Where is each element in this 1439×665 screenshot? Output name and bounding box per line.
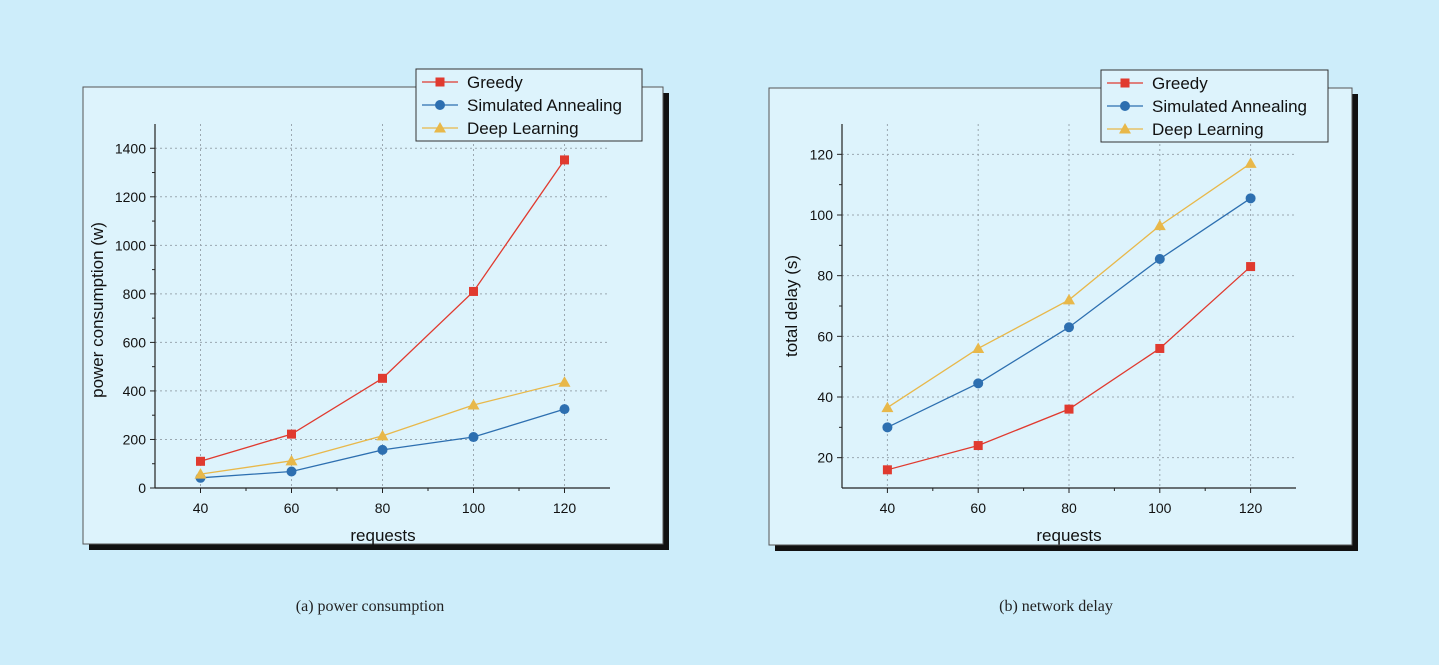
data-point xyxy=(467,399,480,410)
chart-frame xyxy=(768,87,1353,546)
x-tick-label: 100 xyxy=(1148,500,1172,516)
data-point xyxy=(287,429,296,439)
data-point xyxy=(973,378,984,389)
y-tick-label: 1000 xyxy=(115,237,146,253)
data-point xyxy=(1064,404,1074,414)
y-tick-label: 1200 xyxy=(115,189,146,205)
caption-power-consumption: (a) power consumption xyxy=(295,598,445,615)
y-tick-label: 20 xyxy=(817,450,833,466)
data-point xyxy=(1246,262,1256,272)
y-tick-label: 60 xyxy=(817,328,833,344)
caption-network-delay: (b) network delay xyxy=(999,598,1113,615)
y-tick-label: 1400 xyxy=(115,140,146,156)
legend: Greedy Simulated Annealing Deep Learning xyxy=(1100,69,1329,143)
x-tick-label: 80 xyxy=(1061,500,1077,516)
series-deep-learning xyxy=(881,157,1257,413)
y-tick-label: 0 xyxy=(138,480,146,496)
y-tick-label: 40 xyxy=(817,389,833,405)
data-point xyxy=(1153,219,1166,231)
y-tick-label: 800 xyxy=(123,286,147,302)
data-point xyxy=(1245,193,1256,204)
x-axis-label: requests xyxy=(1036,526,1101,545)
legend-marker xyxy=(435,100,445,110)
grid xyxy=(842,124,1296,488)
y-tick-label: 120 xyxy=(810,146,834,162)
data-point xyxy=(1064,322,1074,333)
y-tick-label: 200 xyxy=(123,431,147,447)
data-point xyxy=(1244,157,1257,168)
series-greedy xyxy=(882,262,1256,475)
data-point xyxy=(559,404,570,415)
series-greedy xyxy=(196,155,569,466)
y-tick-label: 80 xyxy=(817,268,833,284)
series-simulated-annealing xyxy=(882,193,1256,433)
legend-marker xyxy=(1120,78,1130,88)
series-simulated-annealing xyxy=(195,404,570,483)
legend-label: Deep Learning xyxy=(1152,120,1264,139)
x-axis-label: requests xyxy=(350,526,415,545)
data-point xyxy=(1154,253,1165,264)
data-point xyxy=(469,286,478,296)
y-axis-label: total delay (s) xyxy=(782,255,801,357)
data-point xyxy=(196,456,205,466)
data-point xyxy=(378,373,387,383)
data-point xyxy=(286,466,297,477)
legend-label: Greedy xyxy=(1152,74,1208,93)
data-point xyxy=(558,376,571,387)
x-tick-label: 40 xyxy=(880,500,896,516)
x-tick-label: 80 xyxy=(375,500,391,516)
y-tick-label: 400 xyxy=(123,383,147,399)
x-tick-label: 40 xyxy=(193,500,209,516)
x-tick-label: 60 xyxy=(284,500,300,516)
legend-marker xyxy=(1120,101,1130,111)
grid xyxy=(155,124,610,489)
data-point xyxy=(882,465,892,475)
legend-label: Simulated Annealing xyxy=(467,96,622,115)
legend: Greedy Simulated Annealing Deep Learning xyxy=(415,68,643,142)
y-tick-label: 100 xyxy=(810,207,834,223)
x-tick-label: 120 xyxy=(553,500,577,516)
legend-marker xyxy=(434,122,446,133)
data-point xyxy=(881,401,894,413)
data-point xyxy=(560,155,569,165)
legend-label: Greedy xyxy=(467,73,523,92)
legend-label: Simulated Annealing xyxy=(1152,97,1307,116)
data-point xyxy=(972,342,985,353)
x-tick-label: 60 xyxy=(970,500,986,516)
y-tick-label: 600 xyxy=(123,334,147,350)
x-tick-label: 120 xyxy=(1239,500,1263,516)
x-tick-label: 100 xyxy=(462,500,486,516)
legend-label: Deep Learning xyxy=(467,119,579,138)
data-point xyxy=(973,441,983,451)
data-point xyxy=(376,429,389,441)
data-point xyxy=(1155,343,1165,353)
data-point xyxy=(285,454,298,466)
data-point xyxy=(1063,293,1075,305)
data-point xyxy=(194,468,207,479)
legend-marker xyxy=(1119,123,1131,134)
data-point xyxy=(377,444,388,455)
data-point xyxy=(882,422,893,433)
y-axis-label: power consumption (w) xyxy=(88,222,107,398)
data-point xyxy=(468,432,479,443)
legend-marker xyxy=(435,77,445,87)
series-deep-learning xyxy=(194,376,571,479)
